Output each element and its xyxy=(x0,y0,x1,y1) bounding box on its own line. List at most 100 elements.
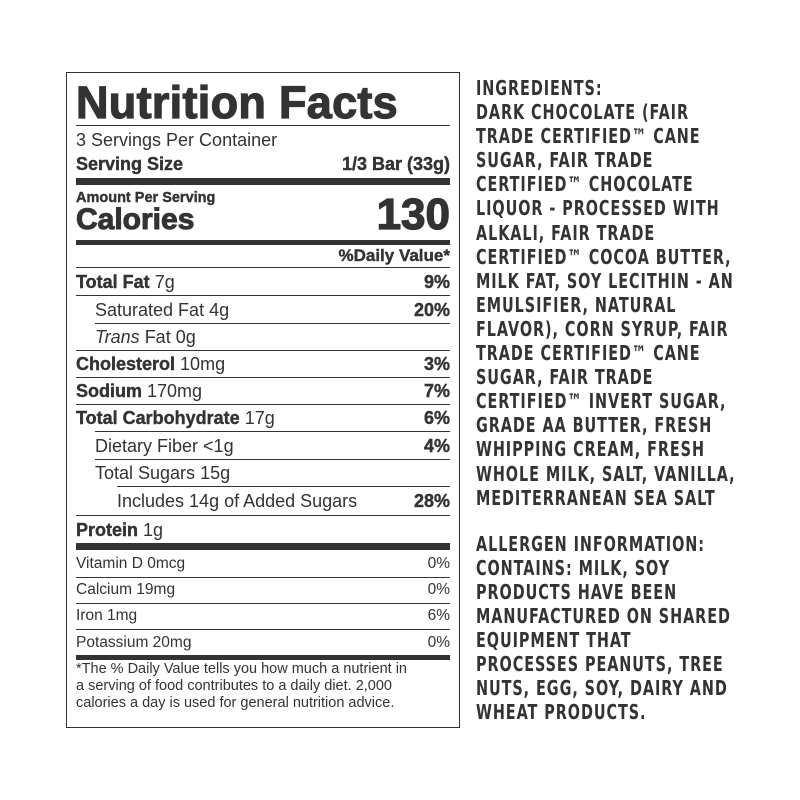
divider xyxy=(76,655,450,660)
ingredients-panel: INGREDIENTS: DARK CHOCOLATE (FAIR TRADE CE… xyxy=(476,76,778,724)
nutrient-row-total-fat: Total Fat 7g 9% xyxy=(76,272,450,293)
ingredient-line: TRADE CERTIFIED™ CANE xyxy=(476,341,701,366)
nutrient-dv: 28% xyxy=(413,491,450,511)
divider xyxy=(76,125,450,126)
footnote-line: *The % Daily Value tells you how much a … xyxy=(76,661,407,677)
nutrient-row-cholesterol: Cholesterol 10mg 3% xyxy=(76,354,450,375)
serving-size-label: Serving Size xyxy=(76,154,184,174)
divider xyxy=(76,267,450,268)
nutrient-name-suffix: Fat xyxy=(139,327,171,347)
divider xyxy=(95,431,450,432)
nutrient-amount: 10mg xyxy=(180,354,226,374)
vitamin-dv: 0% xyxy=(427,581,450,598)
nutrient-amount: 17g xyxy=(244,408,275,428)
nutrient-name: Trans xyxy=(95,327,140,347)
ingredient-line: CERTIFIED™ COCOA BUTTER, xyxy=(476,244,732,269)
ingredient-line: SUGAR, FAIR TRADE xyxy=(476,148,654,173)
vitamin-dv: 6% xyxy=(427,607,450,624)
ingredient-line: MILK FAT, SOY LECITHIN - AN xyxy=(476,268,734,293)
ingredient-line: SUGAR, FAIR TRADE xyxy=(476,365,654,390)
divider xyxy=(76,629,450,630)
vitamin-row: Vitamin D 0mcg 0% xyxy=(76,555,450,573)
ingredient-line: CONTAINS: MILK, SOY xyxy=(476,555,671,580)
nutrient-amount: 4g xyxy=(209,300,230,320)
calories-label: Calories xyxy=(75,203,195,237)
servings-per-container: 3 Servings Per Container xyxy=(76,130,278,150)
nutrient-dv: 20% xyxy=(413,300,450,320)
nutrient-name: Total Carbohydrate xyxy=(76,408,240,428)
nutrient-amount: 1g xyxy=(143,520,164,540)
divider xyxy=(76,543,450,550)
nutrient-amount: 0g xyxy=(175,327,196,347)
nutrient-row-trans-fat: Trans Fat 0g xyxy=(95,327,450,348)
divider xyxy=(76,603,450,604)
ingredient-line: ALLERGEN INFORMATION: xyxy=(476,531,705,556)
ingredient-line: GRADE AA BUTTER, FRESH xyxy=(476,413,713,438)
divider xyxy=(76,295,450,296)
divider xyxy=(76,515,450,516)
ingredient-line: EQUIPMENT THAT xyxy=(476,628,632,653)
vitamin-dv: 0% xyxy=(427,634,450,651)
vitamin-row: Iron 1mg 6% xyxy=(76,607,450,625)
ingredient-line: PROCESSES PEANUTS, TREE xyxy=(476,652,724,677)
nutrient-row-total-sugars: Total Sugars 15g xyxy=(95,463,450,484)
vitamin-name: Calcium 19mg xyxy=(76,581,176,598)
nutrient-name: Dietary Fiber xyxy=(95,436,199,456)
nutrient-dv: 7% xyxy=(423,381,450,401)
nutrient-amount: 170mg xyxy=(147,381,203,401)
calories-value: 130 xyxy=(376,189,451,239)
ingredient-line: MANUFACTURED ON SHARED xyxy=(476,603,731,628)
footnote-line: a serving of food contributes to a daily… xyxy=(76,678,392,694)
nutrient-name: Includes 14g of Added Sugars xyxy=(117,491,358,511)
nutrient-dv: 3% xyxy=(423,354,450,374)
nutrient-amount: 7g xyxy=(154,272,175,292)
vitamin-name: Potassium 20mg xyxy=(76,634,192,651)
ingredient-line: EMULSIFIER, NATURAL xyxy=(476,292,677,317)
ingredient-line: WHEAT PRODUCTS. xyxy=(476,700,647,725)
allergen-information: ALLERGEN INFORMATION: CONTAINS: MILK, SOY… xyxy=(476,532,778,725)
divider xyxy=(76,240,450,245)
ingredient-line: DARK CHOCOLATE (FAIR xyxy=(476,100,689,125)
ingredient-line: ALKALI, FAIR TRADE xyxy=(476,220,656,245)
nutrient-name: Saturated Fat xyxy=(95,300,205,320)
nutrient-name: Sodium xyxy=(76,381,142,401)
ingredient-line: WHOLE MILK, SALT, VANILLA, xyxy=(476,461,736,486)
ingredient-line: CERTIFIED™ INVERT SUGAR, xyxy=(476,389,727,414)
ingredient-line: INGREDIENTS: xyxy=(476,76,603,100)
divider xyxy=(95,459,450,460)
nutrition-facts-label: Nutrition Facts 3 Servings Per Container… xyxy=(66,72,460,728)
ingredient-line: MEDITERRANEAN SEA SALT xyxy=(476,485,716,510)
nutrient-name: Protein xyxy=(76,520,139,540)
nutrient-name: Total Fat xyxy=(76,272,150,292)
vitamin-dv: 0% xyxy=(427,555,450,572)
ingredient-line: LIQUOR - PROCESSED WITH xyxy=(476,196,720,221)
nutrient-amount: <1g xyxy=(203,436,234,456)
nutrient-row-protein: Protein 1g xyxy=(76,520,450,541)
vitamin-name: Vitamin D 0mcg xyxy=(76,555,186,572)
ingredient-line: PRODUCTS HAVE BEEN xyxy=(476,579,678,604)
footnote: *The % Daily Value tells you how much a … xyxy=(76,661,450,712)
nutrient-name: Total Sugars xyxy=(95,463,196,483)
ingredient-line: NUTS, EGG, SOY, DAIRY AND xyxy=(476,676,728,701)
nutrient-row-total-carbohydrate: Total Carbohydrate 17g 6% xyxy=(76,408,450,429)
ingredient-line: FLAVOR), CORN SYRUP, FAIR xyxy=(476,316,729,341)
divider xyxy=(117,486,450,487)
divider xyxy=(76,404,450,405)
divider xyxy=(76,377,450,378)
nutrient-dv: 6% xyxy=(423,408,450,428)
nutrient-name: Cholesterol xyxy=(76,354,176,374)
nutrient-dv: 9% xyxy=(423,272,450,292)
nutrient-amount: 15g xyxy=(200,463,231,483)
nutrient-row-dietary-fiber: Dietary Fiber <1g 4% xyxy=(95,436,450,457)
divider xyxy=(76,577,450,578)
divider xyxy=(76,350,450,351)
serving-size-value: 1/3 Bar (33g) xyxy=(341,154,450,174)
footnote-line: calories a day is used for general nutri… xyxy=(76,695,395,711)
divider xyxy=(95,323,450,324)
ingredients-list: INGREDIENTS: DARK CHOCOLATE (FAIR TRADE CE… xyxy=(476,76,778,510)
nutrient-row-saturated-fat: Saturated Fat 4g 20% xyxy=(95,300,450,321)
vitamin-row: Potassium 20mg 0% xyxy=(76,634,450,652)
nutrient-dv: 4% xyxy=(423,436,450,456)
divider xyxy=(76,178,450,185)
vitamin-name: Iron 1mg xyxy=(76,607,138,624)
